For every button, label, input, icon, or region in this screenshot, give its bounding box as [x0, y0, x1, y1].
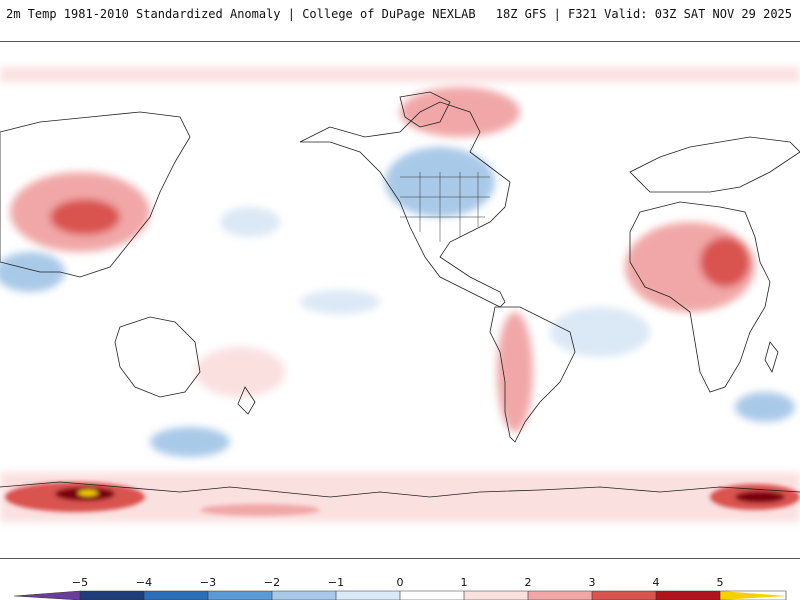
legend-swatch-minus3-minus2: [208, 591, 272, 600]
model-run-info: 18Z GFS | F321 Valid: 03Z SAT NOV 29 202…: [495, 7, 792, 21]
legend-label-0: 0: [396, 576, 404, 589]
legend-swatch-4-5: [656, 591, 720, 600]
greenland-outline: [399, 91, 451, 128]
legend-swatch-lt-minus5: [14, 591, 80, 600]
atlantic-cool: [550, 307, 650, 357]
legend-swatch-minus1-0: [336, 591, 400, 600]
arctic-warm-band: [0, 67, 800, 82]
indian-ocean-cool: [735, 392, 795, 422]
legend-label-3: 3: [588, 576, 596, 589]
legend-swatch-0-1: [400, 591, 464, 600]
new-zealand-outline: [237, 386, 256, 415]
antarctica-outline: [0, 481, 800, 498]
europe-outline: [629, 136, 800, 193]
pacific-cool-1: [220, 207, 280, 237]
madagascar-outline: [764, 341, 779, 373]
asia-outline: [0, 111, 191, 278]
legend-swatch-3-4: [592, 591, 656, 600]
legend-colorbar: [13, 590, 787, 600]
pacific-cool-2: [300, 290, 380, 314]
china-warm-core: [50, 199, 120, 235]
color-scale-legend: −5 −4 −3 −2 −1 0 1 2 3 4 5: [0, 566, 800, 600]
antarctic-gt5-west: [78, 490, 98, 496]
coastlines: [0, 91, 800, 498]
anomaly-map: [0, 41, 800, 559]
map-canvas: [0, 67, 800, 522]
us-state-lines: [400, 172, 490, 242]
anomaly-shading: [0, 67, 800, 522]
andes-warm: [497, 312, 533, 432]
legend-label-minus3: −3: [199, 576, 217, 589]
legend-label-5: 5: [716, 576, 724, 589]
legend-label-minus1: −1: [327, 576, 345, 589]
legend-label-minus2: −2: [263, 576, 281, 589]
map-title: 2m Temp 1981-2010 Standardized Anomaly |…: [6, 7, 476, 21]
australia-outline: [114, 316, 201, 398]
header: 2m Temp 1981-2010 Standardized Anomaly |…: [0, 0, 800, 30]
legend-label-2: 2: [524, 576, 532, 589]
legend-swatch-1-2: [464, 591, 528, 600]
legend-label-1: 1: [460, 576, 468, 589]
legend-swatch-gt5: [720, 591, 786, 600]
ross-sea-warm: [200, 504, 320, 516]
legend-swatch-minus5-minus4: [80, 591, 144, 600]
legend-swatch-minus4-minus3: [144, 591, 208, 600]
antarctic-extreme-east: [735, 491, 785, 503]
south-pacific-warm: [195, 347, 285, 397]
india-cold: [0, 252, 65, 292]
north-america-outline: [299, 101, 511, 308]
legend-swatch-minus2-minus1: [272, 591, 336, 600]
legend-label-4: 4: [652, 576, 660, 589]
legend-swatch-2-3: [528, 591, 592, 600]
southern-ocean-cool: [150, 427, 230, 457]
east-africa-warm-core: [700, 237, 750, 287]
africa-outline: [629, 201, 771, 393]
scandinavia-warm: [400, 87, 520, 137]
south-america-outline: [489, 306, 576, 443]
legend-label-minus5: −5: [71, 576, 89, 589]
legend-label-minus4: −4: [135, 576, 153, 589]
